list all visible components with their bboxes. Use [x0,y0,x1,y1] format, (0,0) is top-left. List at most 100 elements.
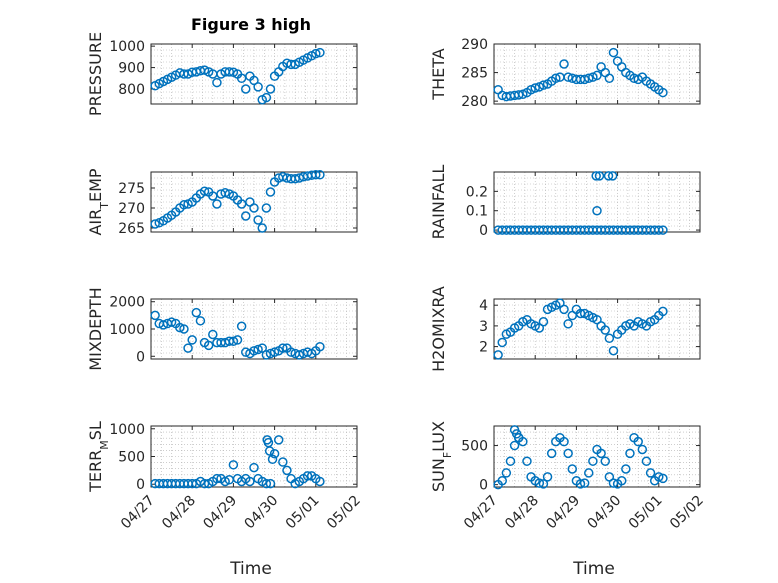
grid [493,44,701,104]
y-tick-label: 285 [461,66,488,82]
axes-box [493,298,701,360]
data-point [542,472,553,482]
data-point [253,344,263,355]
data-point [534,478,545,488]
data-point [261,350,272,360]
data-point [232,335,243,345]
y-tick-label: 3 [479,319,488,335]
data-point [228,460,239,470]
data-point [236,321,247,332]
data-point [538,479,549,489]
y-tick-label: 2000 [109,295,145,311]
data-point [579,74,590,85]
data-point [249,203,259,213]
data-series [150,47,325,105]
data-point [191,307,202,318]
data-point [269,347,280,357]
data-point [563,72,573,82]
data-point [261,92,272,103]
x-tick-label: 04/27 [118,493,158,533]
y-axis-label: H2OMIXRA [429,286,448,372]
data-point [311,170,321,180]
data-point [269,448,280,459]
data-point [187,478,197,489]
data-point [584,73,594,84]
data-point [241,84,251,94]
y-tick-label: 275 [118,181,145,197]
data-point [208,329,218,340]
y-tick-label: 4 [479,298,488,314]
data-point [607,171,618,181]
data-point [567,464,578,474]
data-point [228,336,239,347]
data-point [546,448,557,459]
data-point [575,479,586,489]
x-tick-label: 04/29 [200,493,240,533]
x-tick-label: 05/01 [626,493,666,533]
data-point [150,219,160,229]
y-tick-label: 0 [479,478,488,494]
y-axis-label-subscript: T [98,202,111,210]
y-axis-label-subscript: F [441,452,454,458]
data-point [273,435,284,445]
data-point [559,59,569,69]
x-tick-label: 04/30 [242,493,282,533]
data-point [513,432,524,443]
data-point [616,475,627,486]
data-point [596,62,606,72]
data-point [551,73,561,84]
data-point [596,448,606,459]
data-point [658,225,668,235]
y-tick-label: 1000 [109,39,145,55]
y-tick-label: 290 [461,37,488,53]
x-axis-label-left: Time [229,559,272,579]
y-tick-label: 0.1 [466,204,488,220]
data-point [249,346,259,356]
data-series [493,298,668,360]
data-point [257,343,267,353]
data-point [278,457,288,467]
data-point [282,465,292,476]
data-point [175,322,185,333]
data-series [493,47,668,102]
data-point [658,87,668,98]
subplot-sun-flux: 0 500 04/27 04/28 04/29 04/30 05/01 05/02 SUNFLU… [429,421,707,532]
data-point [195,316,206,326]
data-point [203,340,214,351]
data-point [616,62,627,72]
axes-box [493,43,701,105]
y-tick-label: 500 [118,450,145,466]
data-point [278,343,288,353]
data-point [166,317,177,327]
data-point [579,478,590,488]
y-axis-label: MIXDEPTH [86,287,105,370]
y-tick-label: 1000 [109,322,145,338]
data-point [497,475,507,486]
data-point [600,456,610,466]
y-tick-label: 500 [461,439,488,455]
data-point [604,73,615,84]
x-tick-label: 04/27 [461,493,501,533]
data-point [522,456,532,466]
data-point [265,84,276,94]
y-tick-label: 0.2 [466,184,488,200]
y-tick-label: 280 [461,94,488,110]
y-tick-label: 2 [479,340,488,356]
y-axis-label-rest: SL [86,421,105,440]
data-point [563,319,573,329]
data-point [505,456,516,466]
data-point [592,205,602,216]
x-axis-label-right: Time [572,559,615,579]
data-point [199,186,210,196]
data-point [265,478,276,489]
x-tick-label: 04/28 [502,493,542,533]
x-tick-label: 05/01 [283,493,323,533]
data-point [604,333,615,344]
y-tick-label: 0 [136,349,145,365]
y-axis-label-subscript: M [98,440,111,450]
data-point [311,48,321,59]
data-point [654,472,664,482]
y-axis-label-main: TERR [86,450,105,493]
